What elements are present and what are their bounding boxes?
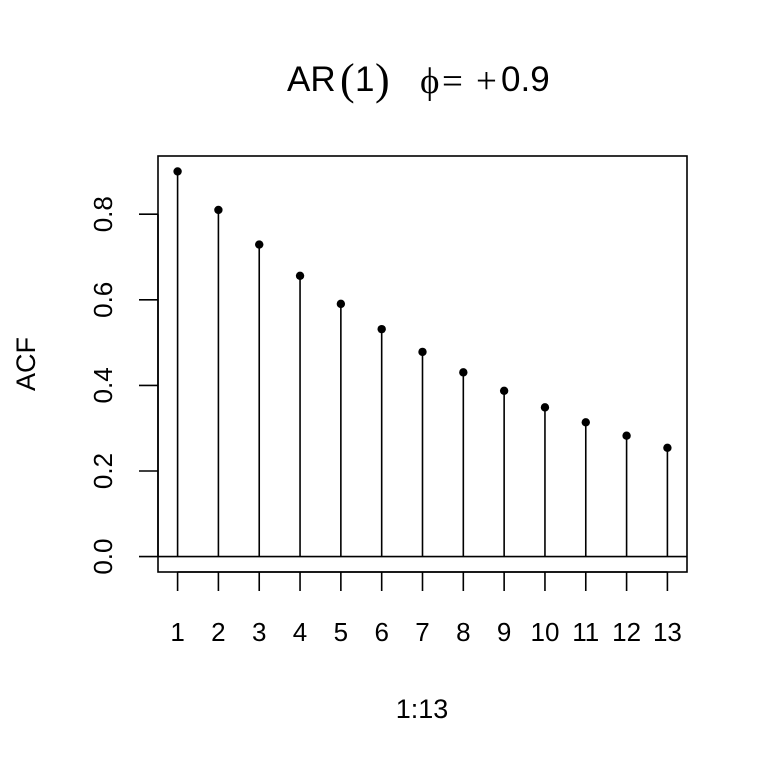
x-tick-label: 8 [456, 617, 470, 647]
x-tick-label: 12 [612, 617, 641, 647]
y-axis-label: ACF [11, 337, 41, 391]
title-model: AR [287, 60, 336, 99]
x-tick-label: 4 [293, 617, 307, 647]
y-tick-label: 0.4 [88, 367, 118, 403]
y-tick-label: 0.8 [88, 196, 118, 232]
acf-point [418, 347, 427, 357]
x-axis-label: 1:13 [396, 694, 449, 724]
acf-point [377, 324, 386, 334]
acf-point [459, 368, 468, 377]
y-tick-label: 0.2 [88, 453, 118, 489]
title-sign: + [476, 61, 497, 102]
title-close-paren: ) [375, 55, 390, 104]
acf-point [214, 205, 223, 215]
x-tick-label: 9 [497, 617, 511, 647]
y-tick-label: 0.0 [88, 539, 118, 575]
acf-point [173, 167, 182, 176]
acf-point [622, 431, 631, 440]
x-axis: 1 2 3 4 5 6 7 8 9 10 11 12 13 [170, 571, 682, 647]
title-order: 1 [355, 60, 374, 99]
chart-title: AR ( 1 ) ϕ = + 0.9 [287, 55, 550, 104]
acf-point [295, 271, 305, 280]
title-open-paren: ( [340, 55, 355, 104]
x-tick-label: 6 [374, 617, 388, 647]
acf-point [255, 240, 264, 249]
x-tick-label: 2 [211, 617, 225, 647]
acf-point [499, 386, 509, 395]
data-layer [158, 167, 687, 558]
x-tick-label: 13 [653, 617, 682, 647]
x-tick-label: 11 [572, 617, 599, 647]
title-equals: = [442, 61, 463, 102]
x-tick-label: 7 [415, 617, 429, 647]
y-axis: 0.0 0.2 0.4 0.6 0.8 [88, 196, 159, 575]
x-tick-label: 5 [334, 617, 348, 647]
title-value: 0.9 [501, 60, 550, 99]
title-phi-symbol: ϕ [420, 61, 439, 102]
acf-point [540, 403, 550, 412]
x-tick-label: 1 [170, 617, 184, 647]
y-tick-label: 0.6 [88, 282, 118, 318]
acf-point [336, 299, 346, 309]
acf-point [581, 418, 590, 427]
x-tick-label: 10 [530, 617, 559, 647]
acf-point [663, 443, 672, 453]
x-tick-label: 3 [252, 617, 266, 647]
